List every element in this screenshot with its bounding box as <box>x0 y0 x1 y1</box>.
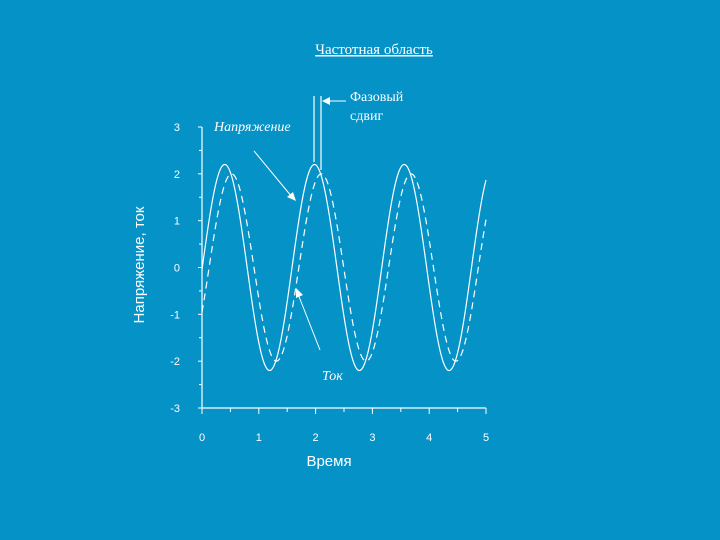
x-tick-label: 0 <box>199 432 205 444</box>
y-tick-label: -1 <box>170 309 180 321</box>
voltage-pointer-line <box>253 150 293 198</box>
current-series-label: Ток <box>322 369 343 384</box>
x-tick-label: 3 <box>369 432 375 444</box>
y-tick-label: -2 <box>170 356 180 368</box>
phase-shift-arrowhead <box>322 97 330 105</box>
x-tick-label: 5 <box>483 432 489 444</box>
current-pointer-arrowhead <box>296 288 303 298</box>
current-pointer-line <box>297 293 321 351</box>
x-axis-label: Время <box>306 453 351 470</box>
y-tick-label: 3 <box>174 122 180 134</box>
voltage-pointer-arrowhead <box>287 192 296 201</box>
x-tick-label: 2 <box>313 432 319 444</box>
voltage-series-line <box>201 163 487 372</box>
chart-title: Частотная область <box>315 42 433 58</box>
y-axis-label: Напряжение, ток <box>131 206 148 323</box>
y-tick-label: 2 <box>174 169 180 181</box>
y-tick-label: -3 <box>170 403 180 415</box>
x-ticks: 0 1 2 3 4 5 <box>199 408 489 444</box>
phase-shift-label: Фазовый сдвиг <box>350 90 407 124</box>
current-series-line <box>201 173 487 362</box>
y-tick-label: 0 <box>174 263 180 275</box>
x-tick-label: 1 <box>256 432 262 444</box>
y-ticks: 3 2 1 0 -1 -2 -3 <box>170 122 202 415</box>
x-tick-label: 4 <box>426 432 432 444</box>
voltage-series-label: Напряжение <box>213 120 291 135</box>
y-tick-label: 1 <box>174 216 180 228</box>
